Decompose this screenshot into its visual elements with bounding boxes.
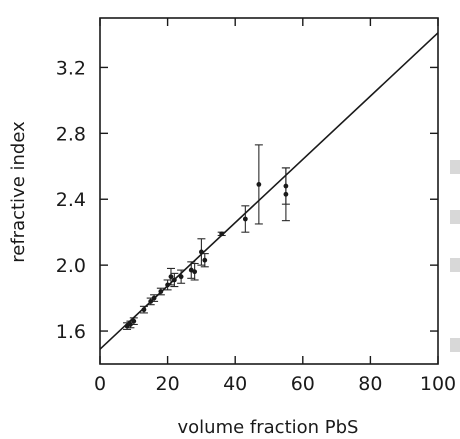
y-tick-label: 2.8: [56, 123, 86, 145]
data-point: [168, 274, 174, 280]
data-point: [256, 182, 262, 187]
plot-frame: [99, 17, 439, 365]
x-tick-label: 60: [291, 373, 315, 395]
data-point: [192, 269, 198, 275]
y-tick-label: 2.4: [56, 189, 86, 211]
y-tick-label: 3.2: [56, 57, 86, 79]
y-axis-label: refractive index: [8, 121, 29, 263]
data-point: [283, 183, 289, 189]
x-tick-labels: 0 20 40 60 80 100: [94, 373, 456, 395]
fit-line: [99, 32, 439, 350]
edge-mark: [450, 258, 460, 272]
edge-mark: [450, 160, 460, 174]
data-point: [128, 322, 133, 327]
y-tick-labels: 1.6 2.0 2.4 2.8 3.2: [56, 57, 86, 343]
x-tick-label: 80: [358, 373, 382, 395]
edge-mark: [450, 338, 460, 352]
y-tick-label: 1.6: [56, 321, 86, 343]
x-tick-label: 0: [94, 373, 106, 395]
data-point: [131, 318, 137, 324]
x-tick-label: 20: [156, 373, 180, 395]
edge-mark: [450, 210, 460, 224]
data-point: [202, 257, 208, 263]
x-tick-label: 100: [420, 373, 456, 395]
tick-marks: [99, 18, 439, 364]
data-point: [283, 191, 289, 197]
x-axis-label: volume fraction PbS: [178, 417, 359, 438]
data-point: [242, 216, 248, 222]
x-tick-label: 40: [223, 373, 247, 395]
data-point: [178, 274, 184, 280]
error-bars: [123, 144, 290, 330]
y-tick-label: 2.0: [56, 255, 86, 277]
data-points: [124, 182, 289, 329]
